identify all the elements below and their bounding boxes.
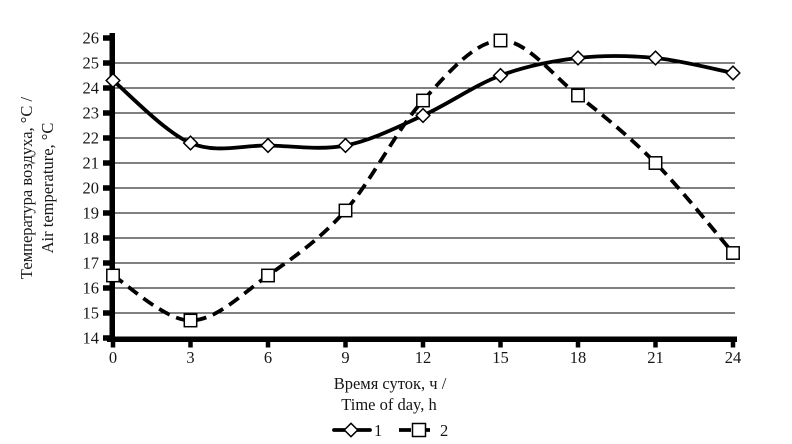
axes (103, 33, 737, 348)
y-tick-label: 14 (83, 329, 100, 348)
series-2-point-marker (726, 246, 740, 260)
y-tick (103, 235, 111, 241)
y-tick-label: 21 (83, 154, 100, 173)
y-tick (103, 135, 111, 141)
x-tick-label: 0 (109, 348, 117, 367)
x-axis-title-line2: Time of day, h (341, 395, 437, 414)
series-2-point-marker (338, 203, 353, 218)
y-tick (103, 35, 111, 41)
x-tick (265, 342, 271, 348)
x-tick (110, 342, 116, 348)
series-2-point-marker (493, 33, 508, 48)
series-2-point-marker (416, 93, 430, 108)
series-2-line (111, 38, 735, 323)
y-tick (103, 210, 111, 216)
y-tick (103, 160, 111, 166)
y-tick-label: 22 (83, 129, 100, 148)
series-2-point-marker (571, 88, 585, 103)
y-tick-label: 26 (83, 29, 100, 48)
y-axis-title-line1: Температура воздуха, °С / (17, 97, 36, 280)
series-lines (105, 33, 741, 328)
legend-square-marker-icon (411, 422, 427, 438)
series-2-point-marker (106, 268, 120, 283)
x-tick-label: 18 (570, 348, 587, 367)
y-axis-line (109, 33, 115, 342)
x-tick (653, 342, 658, 348)
series-1-point-marker (492, 67, 509, 84)
series-2-point-marker (261, 268, 275, 283)
x-tick (343, 342, 348, 348)
series-1-point-marker (182, 135, 199, 151)
y-tick (103, 260, 111, 266)
x-tick-label: 15 (492, 348, 509, 367)
y-axis-tick-labels: 14 15 16 17 18 19 20 21 22 23 24 25 26 (83, 29, 100, 348)
y-tick (103, 60, 111, 66)
series-1-point-marker (337, 137, 354, 154)
y-tick-label: 20 (83, 179, 100, 198)
series-1-point-marker (570, 50, 586, 66)
series-2-point-marker (183, 313, 198, 328)
x-tick-label: 6 (264, 348, 272, 367)
y-tick (103, 185, 111, 191)
x-tick-label: 24 (725, 348, 742, 367)
y-tick-label: 19 (83, 204, 100, 223)
x-tick (730, 342, 736, 348)
x-tick-label: 3 (186, 348, 194, 367)
y-tick (103, 285, 111, 291)
x-tick-label: 21 (647, 348, 664, 367)
x-tick-label: 12 (415, 348, 432, 367)
y-tick-label: 18 (83, 229, 100, 248)
y-tick-label: 23 (83, 104, 100, 123)
x-tick (575, 342, 581, 348)
y-tick-label: 24 (83, 79, 100, 98)
series-1-point-marker (725, 65, 741, 81)
y-tick (103, 110, 111, 116)
x-axis-tick-labels: 0 3 6 9 12 15 18 21 24 (109, 348, 741, 367)
series-2-point-marker (648, 156, 663, 170)
series-1-point-marker (647, 50, 664, 66)
x-tick (498, 342, 503, 348)
legend-item-2: 2 (399, 421, 448, 440)
legend-item-1: 1 (332, 421, 382, 440)
y-axis-title-line2: Air temperature, °С (38, 123, 57, 254)
y-tick (103, 85, 111, 91)
series-1-point-marker (260, 137, 276, 154)
legend-diamond-marker-icon (343, 422, 359, 438)
legend-label-series-2: 2 (440, 421, 448, 440)
y-tick-label: 25 (83, 54, 100, 73)
series-1-point-marker (105, 72, 121, 89)
x-tick (420, 342, 426, 348)
legend-label-series-1: 1 (374, 421, 382, 440)
y-tick-label: 17 (83, 254, 100, 273)
legend: 1 2 (332, 421, 448, 440)
y-tick (103, 310, 111, 316)
x-axis-title-line1: Время суток, ч / (334, 374, 447, 393)
x-tick-label: 9 (341, 348, 349, 367)
x-axis-line (107, 336, 737, 342)
x-tick (188, 342, 193, 348)
series-1-point-marker (415, 107, 431, 124)
y-tick (103, 335, 111, 341)
y-tick-label: 16 (83, 279, 100, 298)
y-tick-label: 15 (83, 304, 100, 323)
